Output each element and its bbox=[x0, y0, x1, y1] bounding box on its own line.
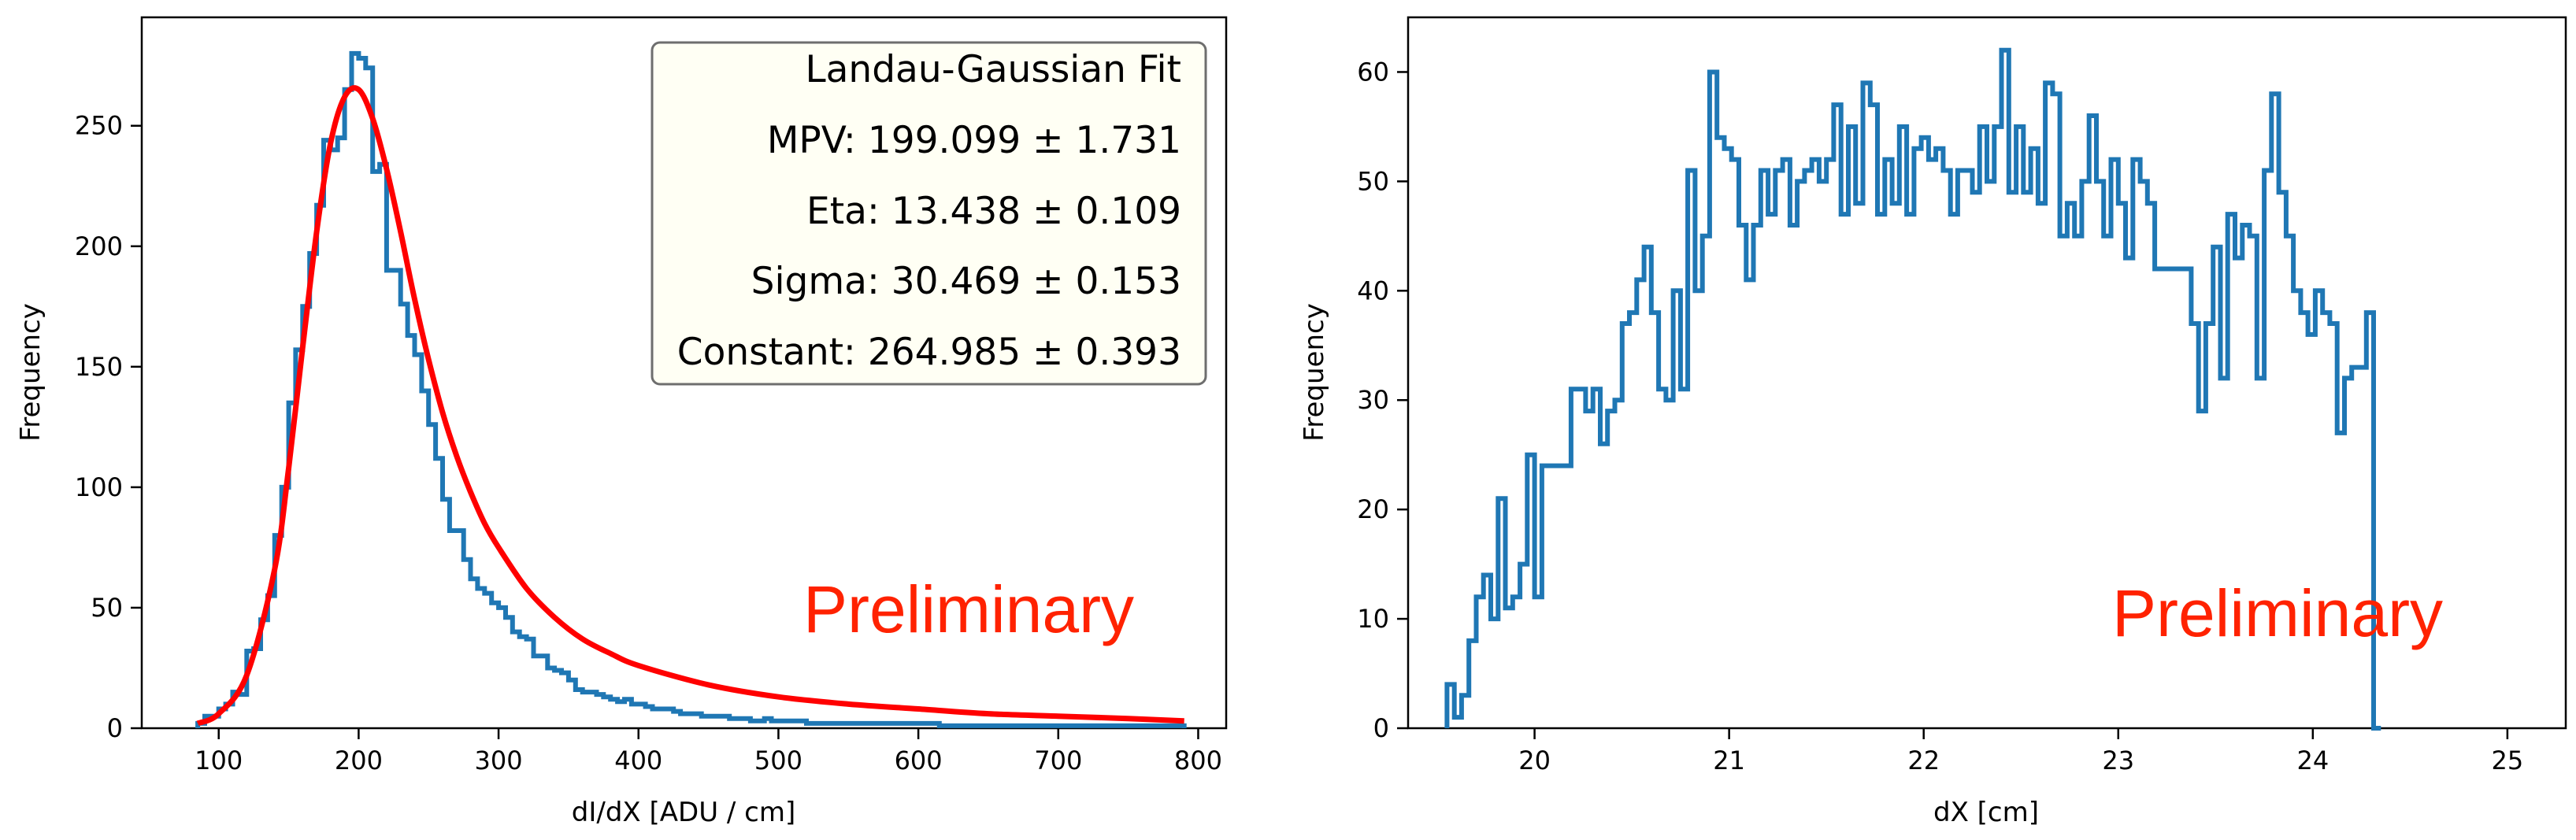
y-tick-label: 0 bbox=[107, 713, 123, 743]
x-tick-label: 500 bbox=[754, 746, 802, 775]
y-tick-label: 60 bbox=[1357, 57, 1389, 87]
legend-eta: Eta: 13.438 ± 0.109 bbox=[806, 190, 1181, 233]
x-tick-label: 400 bbox=[614, 746, 662, 775]
left-y-axis-label: Frequency bbox=[15, 303, 46, 442]
y-tick-label: 30 bbox=[1357, 385, 1389, 415]
left-x-axis-label: dI/dX [ADU / cm] bbox=[572, 797, 795, 828]
x-tick-label: 100 bbox=[195, 746, 243, 775]
legend-sigma: Sigma: 30.469 ± 0.153 bbox=[751, 260, 1181, 303]
x-tick-label: 24 bbox=[2296, 746, 2329, 775]
y-tick-label: 150 bbox=[75, 352, 123, 382]
right-histogram-steps bbox=[1444, 47, 2381, 731]
y-tick-label: 50 bbox=[91, 593, 123, 623]
legend-constant: Constant: 264.985 ± 0.393 bbox=[677, 331, 1181, 374]
legend-mpv: MPV: 199.099 ± 1.731 bbox=[767, 119, 1181, 162]
y-tick-label: 20 bbox=[1357, 494, 1389, 524]
y-tick-label: 50 bbox=[1357, 166, 1389, 196]
right-preliminary-label: Preliminary bbox=[2112, 576, 2443, 650]
legend-box bbox=[650, 41, 1207, 386]
x-tick-label: 700 bbox=[1034, 746, 1082, 775]
x-tick-label: 21 bbox=[1713, 746, 1745, 775]
right-chart: 20 21 22 23 24 25 0 10 20 30 40 50 60 Preliminary dX… bbox=[1299, 16, 2567, 828]
right-axis-ticks: 20 21 22 23 24 25 0 10 20 30 40 50 60 bbox=[1357, 57, 2523, 775]
left-plot-frame bbox=[140, 16, 1228, 730]
x-tick-label: 25 bbox=[2492, 746, 2524, 775]
left-preliminary-label: Preliminary bbox=[803, 572, 1134, 646]
left-chart: 100 200 300 400 500 600 700 800050100150200250 … bbox=[15, 16, 1228, 828]
y-tick-label: 10 bbox=[1357, 604, 1389, 634]
landau-gaussian-fit-curve bbox=[196, 85, 1184, 727]
left-axis-ticks: 100 200 300 400 500 600 700 800 0 50 100 150 200 250 bbox=[75, 111, 1222, 775]
x-tick-label: 20 bbox=[1518, 746, 1551, 775]
y-tick-label: 100 bbox=[75, 472, 123, 502]
legend-title: Landau-Gaussian Fit bbox=[805, 48, 1181, 91]
right-y-axis-label: Frequency bbox=[1299, 303, 1330, 442]
right-x-axis-label: dX [cm] bbox=[1933, 797, 2039, 828]
fit-results-legend: Landau-Gaussian Fit MPV: 199.099 ± 1.731… bbox=[650, 41, 1207, 386]
y-tick-label: 40 bbox=[1357, 276, 1389, 305]
x-tick-label: 300 bbox=[475, 746, 523, 775]
y-tick-label: 250 bbox=[75, 111, 123, 141]
x-tick-label: 800 bbox=[1174, 746, 1222, 775]
x-tick-label: 22 bbox=[1907, 746, 1940, 775]
y-tick-label: 0 bbox=[1373, 713, 1389, 743]
y-tick-label: 200 bbox=[75, 231, 123, 261]
right-plot-frame bbox=[1407, 16, 2567, 730]
x-tick-label: 23 bbox=[2102, 746, 2134, 775]
x-tick-label: 200 bbox=[335, 746, 383, 775]
x-tick-label: 600 bbox=[895, 746, 943, 775]
